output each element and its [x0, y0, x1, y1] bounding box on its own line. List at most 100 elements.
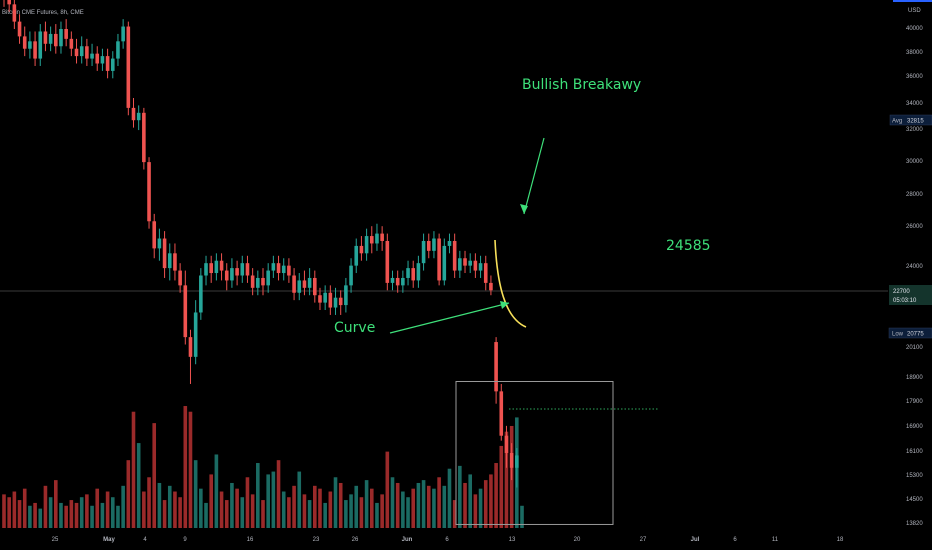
- volume-bar: [90, 505, 94, 528]
- volume-bar: [494, 463, 498, 528]
- top-right-indicator: [893, 0, 932, 2]
- candle: [359, 236, 364, 261]
- volume-bar: [266, 474, 270, 528]
- time-tick-label: 26: [352, 537, 359, 543]
- volume-bar: [261, 500, 265, 528]
- volume-bar: [375, 502, 379, 528]
- volume-bar: [333, 477, 338, 528]
- price-tick-label: 16900: [906, 424, 923, 430]
- volume-bar: [520, 505, 524, 528]
- time-tick-label: 16: [247, 537, 254, 543]
- volume-bar: [504, 431, 509, 528]
- candle: [183, 270, 188, 345]
- candle: [271, 255, 276, 278]
- volume-bar: [100, 502, 105, 528]
- volume-bar: [338, 482, 343, 528]
- volume-bar: [447, 468, 452, 528]
- volume-bar: [7, 497, 11, 528]
- volume-bar: [318, 488, 322, 528]
- volume-bar: [28, 505, 32, 528]
- candle: [447, 233, 452, 254]
- candle: [152, 213, 157, 259]
- price-tick-label: 18900: [906, 375, 923, 381]
- candle: [167, 243, 172, 281]
- volume-bar: [483, 480, 488, 528]
- candle: [79, 36, 84, 64]
- candle: [131, 98, 136, 128]
- volume-bar: [126, 460, 131, 528]
- time-tick-label: Jul: [691, 537, 700, 543]
- volume-bar: [64, 505, 68, 528]
- time-tick-label: 18: [837, 537, 844, 543]
- volume-bar: [302, 494, 307, 528]
- annotations: [389, 137, 658, 525]
- candle: [12, 0, 17, 29]
- candle: [178, 263, 182, 293]
- time-tick-label: 9: [183, 537, 187, 543]
- highlight-box: [455, 380, 614, 525]
- volume-bar: [426, 485, 431, 528]
- volume-bar: [369, 488, 374, 528]
- volume-bar: [121, 485, 125, 528]
- candle: [224, 263, 229, 291]
- volume-bar: [359, 497, 364, 528]
- low-badge: Low 20775: [888, 327, 932, 339]
- volume-bar: [235, 488, 239, 528]
- candle: [74, 38, 79, 64]
- volume-bar: [204, 502, 208, 528]
- candle: [17, 14, 22, 44]
- price-tick-label: 40000: [906, 26, 923, 32]
- candle: [209, 255, 213, 283]
- candle: [116, 33, 120, 66]
- price-tick-label: 24000: [906, 264, 923, 270]
- time-axis[interactable]: 25 May 4 9 16 23 26 Jun 6 13 20 27 Jul 6 11 18: [52, 537, 844, 543]
- candle: [28, 31, 32, 59]
- candle: [204, 255, 208, 286]
- candle: [302, 270, 307, 296]
- candle: [266, 263, 270, 293]
- candle: [281, 258, 286, 281]
- candle: [214, 253, 219, 281]
- volume-bar: [193, 460, 198, 528]
- candles: [3, 0, 519, 488]
- price-tick-label: 38000: [906, 50, 923, 56]
- volume-bar: [173, 491, 177, 528]
- candle: [199, 268, 203, 320]
- curve-arrow: [389, 302, 510, 334]
- time-tick-label: May: [103, 537, 115, 543]
- candle: [100, 48, 105, 71]
- candle: [95, 46, 100, 71]
- price-tick-label: 13820: [906, 521, 923, 527]
- volume-bar: [458, 465, 462, 528]
- candle: [395, 270, 400, 293]
- volume-bar: [116, 505, 120, 528]
- candle: [483, 255, 488, 291]
- candle: [499, 383, 504, 441]
- curve-arrow-head: [500, 301, 509, 309]
- candle: [48, 26, 53, 52]
- volume-bar: [281, 491, 286, 528]
- price-tick-label: 15300: [906, 473, 923, 479]
- volume-bar: [323, 502, 327, 528]
- volume-bar: [380, 494, 384, 528]
- volume-bar: [401, 491, 405, 528]
- candle: [313, 270, 317, 303]
- volume-bar: [157, 482, 162, 528]
- breakaway-arrow: [523, 137, 545, 215]
- volume-bar: [452, 500, 457, 528]
- price-axis[interactable]: 40000 38000 36000 34000 32000 30000 28000 26000…: [906, 26, 923, 527]
- volume-bar: [489, 474, 493, 528]
- time-tick-label: 27: [640, 537, 647, 543]
- candle: [54, 24, 58, 54]
- volume-bar: [162, 500, 167, 528]
- volume-bar: [432, 488, 436, 528]
- candle: [375, 223, 379, 251]
- volume-bar: [214, 454, 219, 528]
- volume-bars: [2, 406, 524, 528]
- candle: [193, 300, 198, 365]
- volume-bar: [307, 500, 312, 528]
- candle: [64, 19, 68, 47]
- time-tick-label: Jun: [402, 537, 413, 543]
- candle: [3, 0, 5, 7]
